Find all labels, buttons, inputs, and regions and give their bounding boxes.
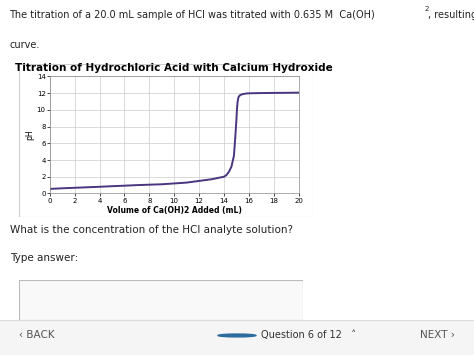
X-axis label: Volume of Ca(OH)2 Added (mL): Volume of Ca(OH)2 Added (mL): [107, 206, 242, 215]
Y-axis label: pH: pH: [25, 130, 34, 140]
Circle shape: [218, 334, 256, 337]
Text: NEXT ›: NEXT ›: [420, 331, 455, 340]
Text: The titration of a 20.0 mL sample of HCl was titrated with 0.635 M  Ca(OH): The titration of a 20.0 mL sample of HCl…: [9, 10, 375, 20]
Title: Titration of Hydrochloric Acid with Calcium Hydroxide: Titration of Hydrochloric Acid with Calc…: [15, 63, 333, 73]
Text: curve.: curve.: [9, 40, 40, 50]
Text: Type answer:: Type answer:: [10, 253, 78, 263]
Text: What is the concentration of the HCl analyte solution?: What is the concentration of the HCl ana…: [10, 224, 293, 235]
Text: ‹ BACK: ‹ BACK: [19, 331, 55, 340]
Text: Question 6 of 12   ˄: Question 6 of 12 ˄: [261, 331, 356, 340]
Text: , resulting in the pictured titration: , resulting in the pictured titration: [428, 10, 474, 20]
Text: 2: 2: [424, 6, 428, 12]
